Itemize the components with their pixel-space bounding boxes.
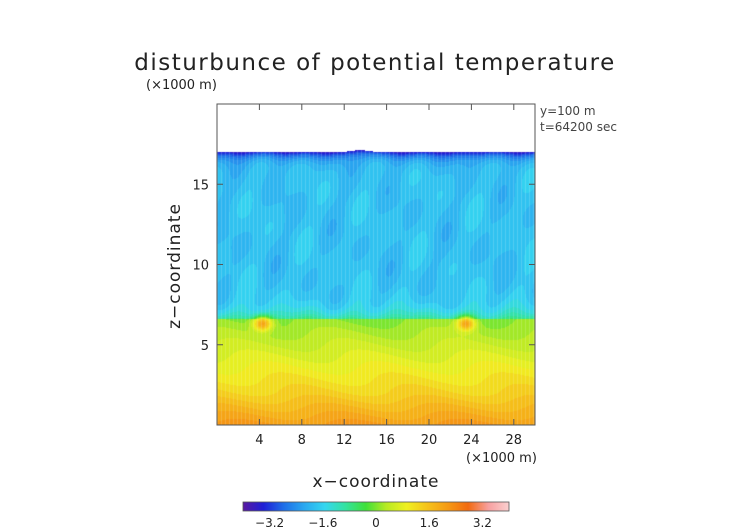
x-tick-label: 8 bbox=[298, 433, 306, 448]
x-axis: 4 8 12 16 20 24 28 bbox=[255, 104, 522, 448]
heatmap-canvas bbox=[217, 104, 535, 425]
heatmap-field bbox=[217, 104, 535, 425]
x-tick-label: 4 bbox=[255, 433, 263, 448]
x-scale-label: (×1000 m) bbox=[466, 451, 537, 466]
colorbar-tick-label: 0 bbox=[372, 516, 380, 530]
x-tick-label: 16 bbox=[378, 433, 395, 448]
colorbar-tick-label: −3.2 bbox=[255, 516, 284, 530]
z-tick-label: 10 bbox=[192, 259, 209, 274]
colorbar-tick-label: 1.6 bbox=[420, 516, 439, 530]
x-tick-label: 28 bbox=[506, 433, 523, 448]
annotation-y: y=100 m bbox=[540, 104, 596, 118]
colorbar bbox=[242, 501, 510, 512]
z-axis: 5 10 15 bbox=[192, 178, 535, 354]
colorbar-tick-label: −1.6 bbox=[308, 516, 337, 530]
x-tick-label: 24 bbox=[463, 433, 480, 448]
x-axis-label: x−coordinate bbox=[313, 472, 440, 492]
x-tick-label: 20 bbox=[421, 433, 438, 448]
x-tick-label: 12 bbox=[336, 433, 353, 448]
z-scale-label: (×1000 m) bbox=[146, 78, 217, 93]
chart-title: disturbunce of potential temperature bbox=[134, 50, 616, 76]
annotation-t: t=64200 sec bbox=[540, 120, 617, 134]
z-tick-label: 15 bbox=[192, 178, 209, 193]
colorbar-ticks: −3.2 −1.6 0 1.6 3.2 bbox=[255, 516, 492, 530]
colorbar-tick-label: 3.2 bbox=[473, 516, 492, 530]
z-axis-label: z−coordinate bbox=[165, 203, 185, 329]
z-tick-label: 5 bbox=[201, 339, 209, 354]
